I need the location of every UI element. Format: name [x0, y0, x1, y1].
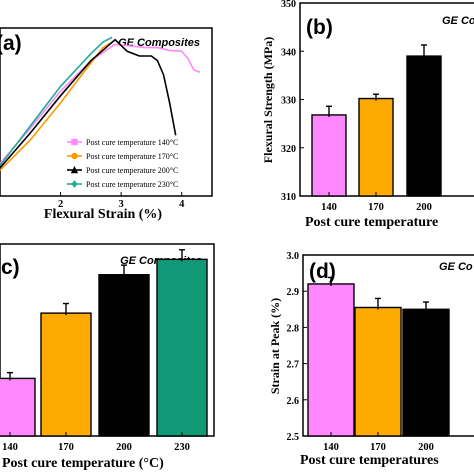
panel-a-legend: Post cure temperature 140°C Post cure tem… [67, 138, 178, 189]
x-tick-label-170: 170 [370, 442, 386, 453]
x-tick-label-2: 4 [179, 199, 185, 210]
y-tick-label-4: 350 [281, 0, 296, 10]
panel-d-x-axis-title: Post cure temperatures [300, 453, 439, 468]
legend-label-0: Post cure temperature 140°C [86, 138, 178, 147]
bar-140 [0, 377, 36, 437]
bar-170 [358, 97, 394, 197]
x-tick-label-1: 3 [119, 199, 124, 210]
x-tick-label-200: 200 [416, 202, 432, 213]
x-tick-label-140: 140 [2, 442, 18, 453]
series-line-3 [0, 36, 113, 167]
legend-marker-3 [71, 180, 78, 188]
bar-200 [98, 274, 150, 437]
bar-170 [354, 306, 402, 437]
panel-c-x-ticks: 140 170 200 230 [2, 432, 190, 453]
legend-label-1: Post cure temperature 170°C [86, 152, 178, 161]
x-tick-label-0: 2 [58, 199, 63, 210]
panel-b-bars [311, 44, 442, 197]
series-line-2 [0, 38, 177, 169]
bar-170 [40, 312, 92, 437]
bar-140 [311, 114, 347, 197]
panel-b-x-axis-title: Post cure temperature [305, 215, 438, 230]
x-tick-label-140: 140 [321, 202, 337, 213]
panel-a-frame [0, 27, 213, 197]
y-tick-label-5: 3.0 [287, 251, 300, 262]
panel-d-bar-chart: (d) GE Co 2.5 2.6 2.7 2.8 2.9 3.0 140 170 200 S… [268, 251, 474, 468]
panel-d-title: GE Co [439, 261, 473, 273]
panel-b-title: GE Com [442, 15, 474, 27]
legend-marker-2 [70, 166, 79, 174]
x-tick-label-140: 140 [323, 442, 339, 453]
panel-a-line-chart: (a) GE Composites 2 3 4 Post cure temperat… [0, 27, 213, 222]
legend-marker-1 [71, 152, 78, 160]
y-tick-label-3: 340 [281, 47, 296, 58]
series-line-0 [0, 43, 201, 164]
panel-b-letter: (b) [306, 16, 333, 39]
y-tick-label-1: 2.6 [287, 396, 300, 407]
panel-a-series-group [0, 36, 201, 171]
y-tick-label-2: 330 [281, 96, 296, 107]
bar-200 [402, 308, 450, 437]
panel-d-letter: (d) [309, 260, 336, 283]
panel-b-y-axis-title: Flexural Strength (MPa) [261, 37, 275, 163]
legend-label-3: Post cure temperature 230°C [86, 180, 178, 189]
y-tick-label-0: 2.5 [287, 432, 300, 443]
x-tick-label-170: 170 [368, 202, 384, 213]
panel-d-y-axis-title: Strain at Peak (%) [268, 298, 282, 394]
panel-c-x-axis-title: Post cure temperature (°C) [2, 456, 164, 471]
y-tick-label-4: 2.9 [287, 287, 300, 298]
series-line-1 [0, 41, 113, 171]
bar-140 [307, 283, 355, 437]
y-tick-label-3: 2.8 [287, 323, 300, 334]
panel-a-letter: (a) [0, 32, 22, 55]
legend-marker-0 [71, 138, 78, 146]
x-tick-label-170: 170 [58, 442, 74, 453]
x-tick-label-230: 230 [174, 442, 190, 453]
panel-a-title: GE Composites [118, 37, 200, 49]
panel-d-x-ticks: 140 170 200 [323, 432, 434, 453]
panel-b-bar-chart: (b) GE Com 310 320 330 340 350 140 170 200 Fle… [261, 0, 474, 230]
panel-b-y-ticks: 310 320 330 340 350 [281, 0, 304, 203]
bar-230 [156, 258, 208, 437]
x-tick-label-200: 200 [418, 442, 434, 453]
y-tick-label-1: 320 [281, 144, 296, 155]
bar-200 [406, 55, 442, 197]
panel-d-bars [307, 276, 450, 437]
y-tick-label-2: 2.7 [287, 360, 300, 371]
panel-a-x-axis-title: Flexural Strain (%) [44, 207, 163, 222]
panel-b-x-ticks: 140 170 200 [321, 192, 432, 213]
legend-label-2: Post cure temperature 200°C [86, 166, 178, 175]
panel-a-x-ticks: 2 3 4 [58, 192, 185, 210]
x-tick-label-200: 200 [116, 442, 132, 453]
panel-c-bars [0, 249, 208, 437]
panel-c-letter: (c) [0, 256, 20, 279]
panel-d-y-ticks: 2.5 2.6 2.7 2.8 2.9 3.0 [287, 251, 307, 443]
y-tick-label-0: 310 [281, 192, 296, 203]
